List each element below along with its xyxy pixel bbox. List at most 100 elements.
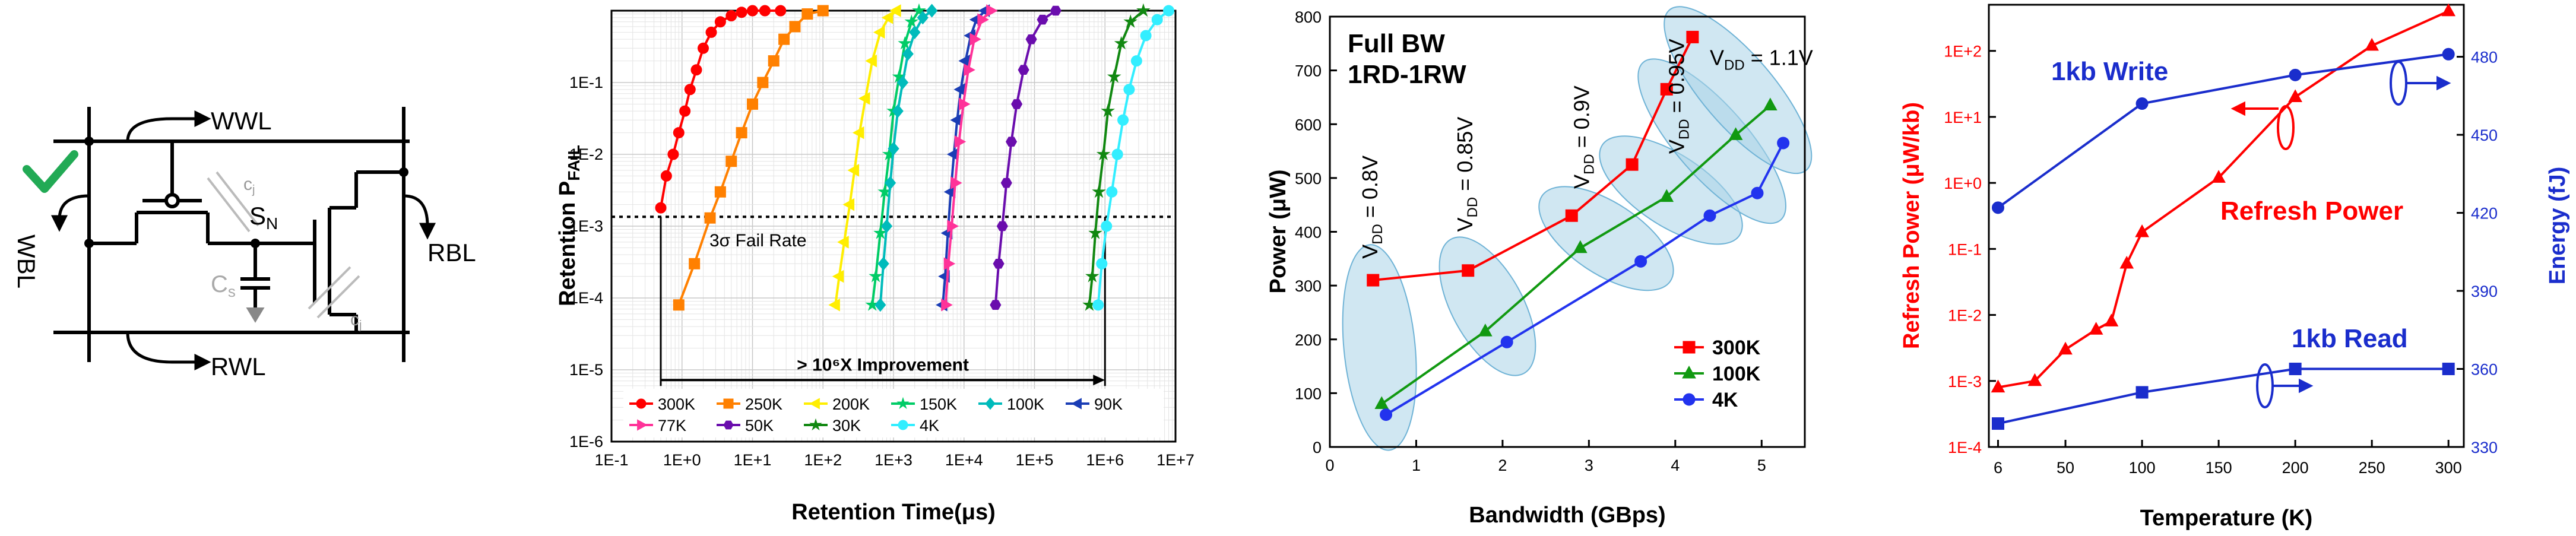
- temperature-x-tick-label: 300: [2435, 459, 2462, 477]
- energy-y-tick-label: 420: [2471, 205, 2498, 223]
- data-point-250K: [704, 212, 716, 224]
- data-point-100K: [1374, 396, 1389, 409]
- retention-chart: 1E-6 1E-5 1E-4 1E-3 1E-2 1E-1 1E-1 1E+0 1E+1 1E+…: [555, 3, 1194, 525]
- data-point-4K: [1634, 255, 1647, 268]
- data-point-50K: [1000, 177, 1012, 188]
- data-point-300K: [747, 5, 758, 17]
- data-point-77K: [964, 63, 975, 77]
- data-point-150K: [912, 3, 926, 17]
- temperature-series: [1991, 3, 2456, 430]
- retention-x-tick-label: 1E+1: [734, 451, 772, 469]
- vdd-label: VDD = 1.1V: [1710, 46, 1813, 74]
- parasitic-caps: [207, 171, 360, 319]
- legend-entry-4K: 4K: [920, 417, 939, 434]
- power-y-axis-label: Power (μW): [1266, 169, 1291, 293]
- retention-x-tick-label: 1E+0: [663, 451, 701, 469]
- read-label: 1kb Read: [2292, 324, 2408, 353]
- legend-marker-50K: [723, 420, 734, 430]
- write-annotation-ellipse: [2390, 61, 2407, 106]
- retention-x-tick-label: 1E-1: [594, 451, 628, 469]
- retention-y-tick-label: 1E-4: [569, 289, 603, 307]
- check-icon: [23, 150, 78, 193]
- data-point-200K: [881, 11, 893, 24]
- temperature-chart: 1E-4 1E-3 1E-2 1E-1 1E+0 1E+1 1E+2 330 360 390 42…: [1899, 3, 2570, 531]
- data-point: [2441, 3, 2456, 17]
- fail-rate-label: 3σ Fail Rate: [709, 231, 807, 250]
- legend-marker-4K: [898, 420, 908, 430]
- temperature-x-tick-label: 250: [2359, 459, 2385, 477]
- data-point-77K: [947, 220, 959, 233]
- data-point-50K: [1018, 65, 1029, 75]
- series-1kb-Write: [1991, 47, 2455, 214]
- data-point-50K: [1005, 137, 1018, 147]
- retention-y-tick-label: 1E-6: [569, 433, 603, 451]
- power-x-tick-label: 2: [1498, 456, 1507, 474]
- ground-symbol: [246, 307, 265, 323]
- power-y-tick-label: 700: [1295, 62, 1322, 80]
- data-point: [2135, 97, 2149, 110]
- data-point-150K: [904, 14, 919, 28]
- data-point-200K: [842, 198, 855, 211]
- data-point-30K: [1123, 14, 1138, 28]
- power-y-tick-label: 500: [1295, 170, 1322, 188]
- data-point-100K: [896, 75, 909, 90]
- series-100K: [1374, 97, 1777, 409]
- power-y-tick-label: 600: [1295, 116, 1322, 134]
- data-point-4K: [1777, 137, 1790, 150]
- legend-marker-150K: [896, 397, 910, 410]
- vdd-label: VDD = 0.85V: [1453, 117, 1481, 232]
- data-point-4K: [1151, 14, 1163, 26]
- data-point: [2027, 373, 2042, 386]
- temperature-x-ticks: 6 50 100 150 200 250 300: [1994, 440, 2462, 477]
- retention-legend-box: [623, 389, 1164, 437]
- legend-marker-4K: [1683, 393, 1696, 406]
- data-point-300K: [697, 42, 709, 54]
- data-point-50K: [990, 300, 1002, 310]
- data-point-30K: [1088, 226, 1102, 239]
- data-point-300K: [679, 105, 691, 117]
- data-point-300K: [1626, 158, 1639, 171]
- power-y-tick-label: 200: [1295, 331, 1322, 349]
- series-4K: [1380, 137, 1790, 421]
- data-point: [2135, 386, 2149, 399]
- energy-y-axis-label: Energy (fJ): [2545, 167, 2570, 284]
- legend-marker-90K: [1071, 398, 1082, 410]
- refresh-y-tick-label: 1E+1: [1944, 109, 1982, 126]
- temperature-annotations: [2230, 61, 2451, 408]
- vdd-ellipse: [1438, 236, 1536, 376]
- circuit-nodes: [84, 137, 408, 248]
- series-line-100K: [1381, 104, 1772, 405]
- data-point-100K: [1478, 323, 1493, 337]
- data-point-300K: [684, 84, 696, 96]
- data-point-200K: [847, 164, 860, 177]
- data-point-77K: [941, 298, 953, 312]
- rwl-label: RWL: [211, 353, 266, 380]
- series-77K: [941, 4, 998, 312]
- legend-marker-100K: [1682, 365, 1696, 379]
- data-point-77K: [954, 135, 967, 148]
- data-point-4K: [1106, 186, 1118, 198]
- data-point: [2211, 170, 2226, 183]
- data-point-77K: [986, 4, 998, 17]
- data-point-250K: [714, 186, 726, 198]
- series-4K: [1092, 5, 1174, 311]
- temperature-x-tick-label: 50: [2057, 459, 2074, 477]
- series-50K: [990, 5, 1062, 310]
- data-point-300K: [725, 10, 737, 22]
- data-point-4K: [1101, 220, 1113, 232]
- data-point-250K: [673, 299, 685, 311]
- retention-y-axis-label: Retention PFAIL: [555, 145, 583, 306]
- vdd-label: VDD = 0.95V: [1664, 39, 1692, 154]
- data-point-30K: [1101, 103, 1116, 118]
- vdd-label: VDD = 0.9V: [1569, 85, 1597, 189]
- retention-series: [655, 3, 1174, 312]
- data-point-300K: [673, 127, 685, 139]
- data-point-50K: [1011, 99, 1023, 109]
- cj-bottom-label: cj: [350, 310, 362, 332]
- legend-entry-30K: 30K: [832, 417, 861, 434]
- data-point-30K: [1096, 147, 1111, 161]
- data-point-300K: [667, 148, 679, 160]
- legend-entry-77K: 77K: [658, 417, 686, 434]
- power-x-tick-label: 4: [1671, 456, 1680, 474]
- rbl-label: RBL: [427, 239, 476, 267]
